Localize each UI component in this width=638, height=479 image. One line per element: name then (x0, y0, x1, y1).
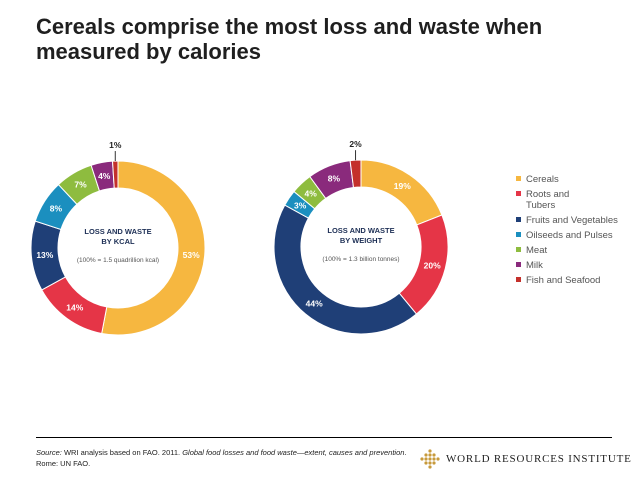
center-title-line-2: BY WEIGHT (340, 236, 383, 245)
emblem-dot (424, 457, 428, 461)
emblem-dot (428, 453, 432, 457)
legend-swatch (516, 176, 521, 181)
emblem-dot (428, 457, 432, 461)
legend-label: Fruits and Vegetables (526, 215, 618, 226)
legend-label: Fish and Seafood (526, 275, 601, 286)
emblem-dot (424, 453, 428, 457)
source-note: Source: WRI analysis based on FAO. 2011.… (36, 447, 408, 469)
legend-label: Cereals (526, 174, 559, 185)
slice-fish-and-seafood (349, 159, 362, 189)
slice-cereals (360, 159, 443, 226)
slice-fruits-and-vegetables (273, 204, 418, 335)
legend-label: Milk (526, 260, 543, 271)
legend-swatch (516, 191, 521, 196)
emblem-dot (436, 457, 440, 461)
data-label-cereals: 53% (183, 250, 200, 260)
legend-swatch (516, 277, 521, 282)
data-label-cereals: 19% (394, 181, 411, 191)
data-label-milk: 8% (328, 174, 341, 184)
legend-swatch (516, 262, 521, 267)
legend-item: Cereals (516, 174, 634, 185)
legend-item: Fruits and Vegetables (516, 215, 634, 226)
emblem-dot (428, 449, 432, 453)
title-line-1: Cereals comprise the most loss and waste… (36, 14, 543, 39)
source-text-1: WRI analysis based on FAO. 2011. (61, 448, 183, 457)
data-label-fish-and-seafood: 1% (109, 140, 122, 150)
emblem-dot (424, 461, 428, 465)
wri-org-name: WORLD RESOURCES INSTITUTE (446, 453, 632, 465)
legend-item: Oilseeds and Pulses (516, 230, 634, 241)
emblem-dot (432, 461, 436, 465)
data-label-meat: 7% (74, 180, 87, 190)
data-label-meat: 4% (305, 188, 318, 198)
legend-label: Roots and Tubers (526, 189, 570, 211)
source-label: Source: (36, 448, 62, 457)
wri-logo: WORLD RESOURCES INSTITUTE (420, 449, 632, 469)
title-line-2: measured by calories (36, 39, 262, 64)
center-title-line-1: LOSS AND WASTE (84, 227, 151, 236)
data-label-roots-and-tubers: 20% (424, 260, 441, 270)
data-label-fruits-and-vegetables: 13% (36, 250, 53, 260)
legend-label: Oilseeds and Pulses (526, 230, 613, 241)
center-note: (100% = 1.5 quadrillion kcal) (77, 257, 159, 264)
data-label-oilseeds-and-pulses: 8% (50, 204, 63, 214)
source-italic-title: Global food losses and food waste—extent… (182, 448, 405, 457)
legend-label: Meat (526, 245, 548, 256)
data-label-roots-and-tubers: 14% (66, 302, 83, 312)
slice-fish-and-seafood (112, 160, 119, 189)
slice-cereals (101, 160, 206, 336)
wri-emblem-icon (420, 449, 440, 469)
emblem-dot (420, 457, 424, 461)
legend-swatch (516, 247, 521, 252)
center-title-line-1: LOSS AND WASTE (327, 226, 394, 235)
emblem-dot (432, 453, 436, 457)
legend-swatch (516, 217, 521, 222)
page-title: Cereals comprise the most loss and waste… (36, 14, 616, 64)
legend-item: Roots and Tubers (516, 189, 586, 211)
emblem-dot (432, 457, 436, 461)
legend-swatch (516, 232, 521, 237)
legend-item: Fish and Seafood (516, 275, 634, 286)
center-note: (100% = 1.3 billion tonnes) (322, 256, 399, 263)
legend-item: Meat (516, 245, 634, 256)
data-label-fruits-and-vegetables: 44% (306, 299, 323, 309)
legend-item: Milk (516, 260, 634, 271)
data-label-milk: 4% (98, 171, 111, 181)
center-title-line-2: BY KCAL (101, 237, 135, 246)
chart-legend: Cereals Roots and Tubers Fruits and Vegeta… (516, 174, 634, 290)
footer-divider (36, 437, 612, 438)
source-text-2: . Rome: UN FAO. (36, 448, 407, 468)
data-label-oilseeds-and-pulses: 3% (294, 201, 307, 211)
data-label-fish-and-seafood: 2% (349, 139, 362, 149)
emblem-dot (428, 465, 432, 469)
emblem-dot (428, 461, 432, 465)
